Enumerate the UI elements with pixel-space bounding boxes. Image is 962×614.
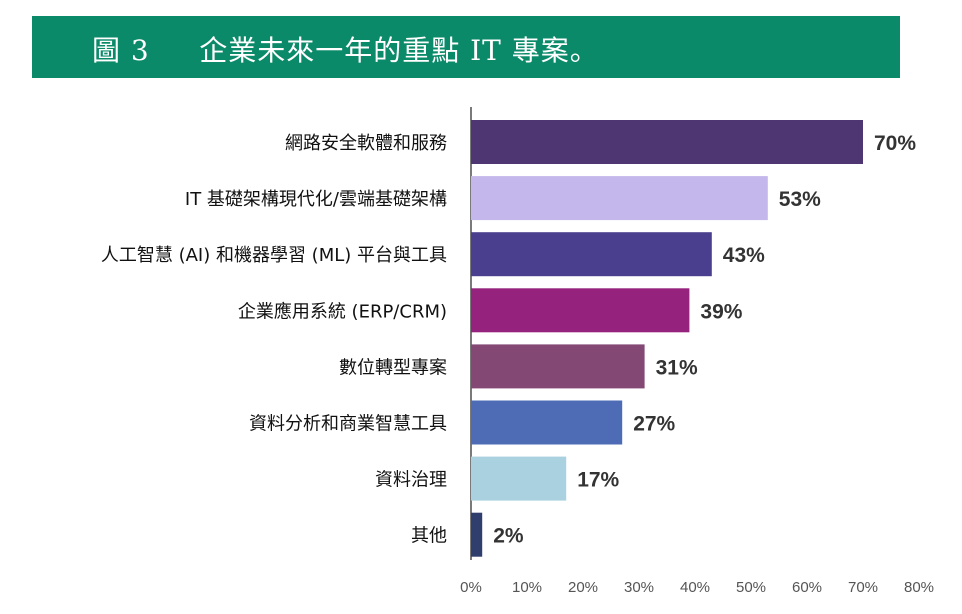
bar: [471, 400, 623, 445]
value-label: 70%: [874, 132, 916, 155]
x-tick-label: 50%: [736, 579, 766, 596]
category-label: 資料分析和商業智慧工具: [249, 414, 447, 435]
category-label: 人工智慧 (AI) 和機器學習 (ML) 平台與工具: [101, 245, 447, 266]
category-label: IT 基礎架構現代化/雲端基礎架構: [185, 189, 447, 210]
x-tick-label: 0%: [460, 579, 482, 596]
value-label: 2%: [493, 525, 524, 548]
bar: [471, 288, 690, 333]
x-tick-label: 70%: [848, 579, 878, 596]
category-label: 資料治理: [375, 470, 447, 491]
x-tick-label: 30%: [624, 579, 654, 596]
value-label: 17%: [577, 469, 619, 492]
bar: [471, 176, 768, 221]
value-label: 53%: [779, 188, 821, 211]
category-label: 企業應用系統 (ERP/CRM): [238, 300, 447, 322]
x-tick-label: 60%: [792, 579, 822, 596]
value-label: 43%: [723, 244, 765, 267]
bar: [471, 120, 863, 164]
x-tick-label: 10%: [512, 579, 542, 596]
value-label: 27%: [633, 413, 675, 436]
category-label: 網路安全軟體和服務: [285, 133, 447, 154]
x-tick-label: 20%: [568, 579, 598, 596]
value-label: 31%: [656, 356, 698, 379]
title-banner: 圖 3 企業未來一年的重點 IT 專案。: [32, 16, 900, 78]
x-tick-label: 40%: [680, 579, 710, 596]
bar: [471, 344, 645, 389]
category-label: 數位轉型專案: [339, 357, 447, 378]
value-label: 39%: [700, 300, 742, 323]
chart-title: 圖 3 企業未來一年的重點 IT 專案。: [92, 34, 599, 67]
bar: [471, 456, 567, 501]
category-label: 其他: [411, 526, 447, 547]
x-tick-label: 80%: [904, 579, 934, 596]
bar: [471, 512, 483, 557]
bar: [471, 232, 712, 277]
